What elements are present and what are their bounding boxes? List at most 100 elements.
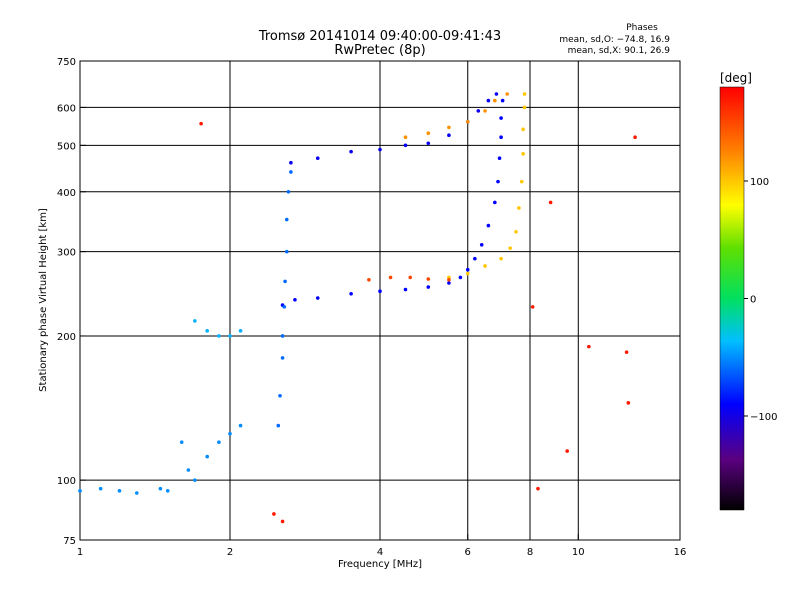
data-point bbox=[238, 329, 243, 333]
data-point bbox=[205, 454, 209, 459]
data-point bbox=[548, 200, 553, 205]
data-point bbox=[624, 350, 629, 354]
data-point bbox=[496, 179, 500, 184]
data-point bbox=[282, 305, 287, 309]
data-point bbox=[280, 519, 285, 524]
data-point bbox=[499, 116, 503, 120]
data-point bbox=[426, 131, 431, 136]
y-tick-label: 200 bbox=[57, 332, 76, 343]
data-point bbox=[447, 133, 451, 137]
colorbar-tick-label: 100 bbox=[750, 177, 769, 188]
colorbar-label: [deg] bbox=[720, 71, 752, 85]
data-point bbox=[228, 334, 232, 338]
data-point bbox=[447, 281, 451, 285]
data-point bbox=[499, 256, 503, 261]
data-point bbox=[280, 334, 285, 338]
colorbar-ticks: 100 0 −100 bbox=[744, 177, 777, 423]
data-point bbox=[217, 334, 221, 338]
data-point bbox=[117, 489, 122, 493]
data-point bbox=[565, 449, 569, 453]
data-point bbox=[486, 223, 491, 228]
data-point bbox=[447, 277, 451, 282]
data-point bbox=[284, 217, 289, 222]
data-point bbox=[289, 160, 293, 165]
data-point bbox=[479, 242, 484, 247]
data-point bbox=[493, 200, 497, 205]
x-tick-label: 8 bbox=[527, 547, 533, 558]
data-point bbox=[522, 105, 527, 110]
data-point bbox=[521, 127, 525, 132]
data-point bbox=[626, 401, 631, 405]
data-point bbox=[388, 275, 393, 280]
data-point bbox=[199, 121, 203, 126]
data-point bbox=[315, 296, 320, 300]
colorbar bbox=[719, 86, 745, 511]
data-point bbox=[238, 423, 243, 428]
data-point bbox=[447, 125, 451, 130]
data-point bbox=[186, 468, 191, 472]
y-tick-label: 400 bbox=[57, 188, 76, 199]
data-point bbox=[465, 119, 470, 124]
data-point bbox=[499, 135, 503, 139]
chart-title: Tromsø 20141014 09:40:00-09:41:43 bbox=[258, 29, 501, 44]
data-point bbox=[465, 267, 470, 272]
x-tick-label: 10 bbox=[572, 547, 585, 558]
x-tick-label: 6 bbox=[465, 547, 471, 558]
x-tick-label: 2 bbox=[227, 547, 233, 558]
data-point bbox=[158, 486, 163, 491]
data-point bbox=[403, 143, 408, 148]
data-point bbox=[289, 170, 293, 174]
data-point bbox=[465, 271, 470, 276]
data-point bbox=[426, 141, 431, 146]
data-point bbox=[473, 256, 477, 261]
data-point bbox=[505, 92, 509, 96]
data-point bbox=[587, 344, 591, 349]
x-tick-label: 16 bbox=[674, 547, 687, 558]
x-tick-label: 4 bbox=[377, 547, 383, 558]
data-point bbox=[483, 264, 487, 268]
data-point bbox=[78, 489, 82, 493]
data-point bbox=[517, 206, 521, 210]
y-tick-label: 300 bbox=[57, 248, 76, 259]
grid-layer bbox=[80, 61, 680, 540]
x-axis-label: Frequency [MHz] bbox=[338, 559, 422, 570]
data-point bbox=[519, 179, 524, 184]
data-point bbox=[193, 478, 197, 482]
data-point bbox=[403, 135, 408, 139]
data-point bbox=[378, 289, 382, 294]
chart-subtitle: RwPretec (8p) bbox=[334, 43, 425, 58]
data-point bbox=[134, 491, 139, 495]
colorbar-tick-label: −100 bbox=[750, 412, 777, 423]
data-point bbox=[228, 431, 232, 436]
data-point bbox=[522, 92, 527, 96]
data-point bbox=[458, 275, 463, 280]
phases-x-line: mean, sd,X: 90.1, 26.9 bbox=[568, 46, 671, 56]
data-point bbox=[283, 279, 287, 284]
data-point bbox=[349, 291, 353, 296]
data-point bbox=[165, 489, 170, 493]
points-layer bbox=[78, 92, 637, 524]
data-point bbox=[493, 98, 497, 103]
data-point bbox=[494, 92, 499, 96]
data-point bbox=[284, 249, 289, 254]
data-point bbox=[633, 135, 637, 139]
data-point bbox=[521, 152, 525, 156]
data-point bbox=[508, 246, 512, 250]
y-tick-label: 75 bbox=[63, 536, 76, 547]
data-point bbox=[426, 285, 431, 289]
data-point bbox=[349, 149, 353, 154]
data-point bbox=[278, 394, 282, 398]
data-point bbox=[193, 319, 197, 323]
data-point bbox=[403, 287, 408, 292]
data-point bbox=[476, 109, 481, 113]
data-point bbox=[497, 156, 502, 161]
data-point bbox=[286, 189, 291, 194]
y-tick-label: 600 bbox=[57, 103, 76, 114]
data-point bbox=[280, 356, 285, 360]
phases-title: Phases bbox=[626, 23, 658, 33]
y-tick-label: 100 bbox=[57, 476, 76, 487]
data-point bbox=[378, 147, 382, 152]
data-point bbox=[408, 275, 413, 280]
colorbar-tick-label: 0 bbox=[750, 295, 756, 306]
